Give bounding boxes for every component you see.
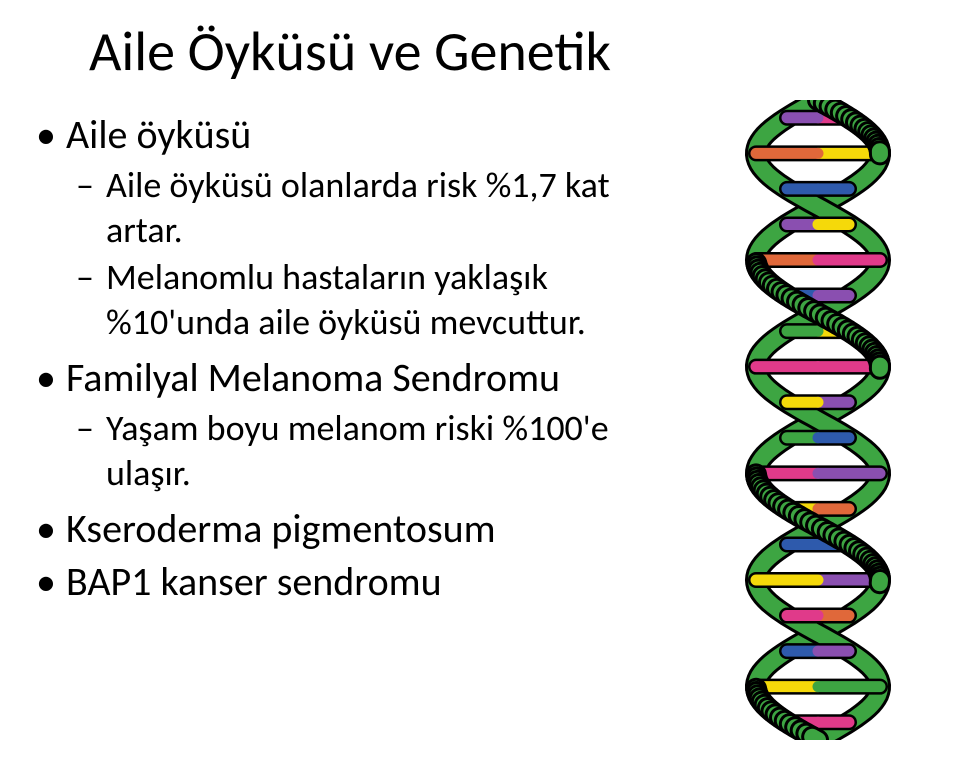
subbullet-risk-artar: Aile öyküsü olanlarda risk %1,7 kat arta…	[30, 163, 670, 253]
bullet-familyal-melanoma: Familyal Melanoma Sendromu	[30, 353, 670, 402]
dna-helix-illustration	[718, 100, 918, 740]
slide-title: Aile Öyküsü ve Genetik	[0, 18, 700, 86]
content-area: Aile öyküsü Aile öyküsü olanlarda risk %…	[30, 110, 670, 610]
bullet-kseroderma: Kseroderma pigmentosum	[30, 504, 670, 553]
subbullet-melanomlu: Melanomlu hastaların yaklaşık %10'unda a…	[30, 255, 670, 345]
bullet-bap1: BAP1 kanser sendromu	[30, 557, 670, 606]
subbullet-yasam-boyu: Yaşam boyu melanom riski %100'e ulaşır.	[30, 406, 670, 496]
bullet-aile-oykusu: Aile öyküsü	[30, 110, 670, 159]
